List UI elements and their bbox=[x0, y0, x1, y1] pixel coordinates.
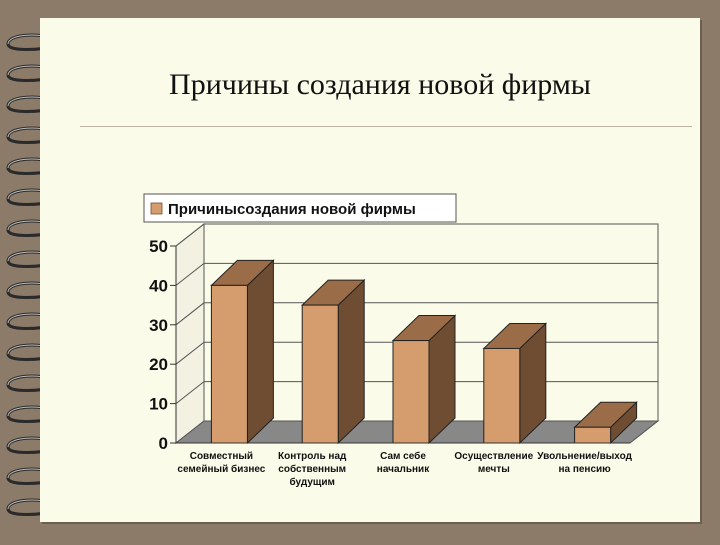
legend-swatch bbox=[150, 202, 163, 215]
bar bbox=[210, 284, 248, 444]
x-tick-label: Сам себе начальник bbox=[377, 450, 430, 475]
y-tick-label: 20 bbox=[149, 355, 168, 374]
y-tick-label: 10 bbox=[149, 395, 168, 414]
x-tick-label: Контроль над собственным будущим bbox=[278, 451, 347, 488]
legend-box bbox=[143, 193, 457, 223]
bar-side bbox=[337, 278, 365, 445]
gridline bbox=[175, 262, 658, 286]
bar bbox=[574, 426, 612, 444]
chart-side-wall bbox=[175, 222, 205, 445]
legend-label: Причинысоздания новой фирмы bbox=[168, 201, 416, 218]
y-tick-label: 50 bbox=[149, 237, 168, 256]
x-tick-label: Увольнение/выход на пенсию bbox=[537, 451, 632, 475]
bar bbox=[392, 340, 430, 444]
bar-side bbox=[246, 259, 274, 445]
y-tick-label: 0 bbox=[159, 434, 168, 453]
x-tick-label: Совместный семейный бизнес bbox=[177, 451, 265, 475]
x-tick-label: Осуществление мечты bbox=[454, 451, 533, 475]
gridline bbox=[175, 302, 658, 326]
y-tick-label: 40 bbox=[149, 276, 168, 295]
bar bbox=[483, 347, 521, 444]
chart-legend: Причинысоздания новой фирмы bbox=[143, 193, 457, 223]
slide-title: Причины создания новой фирмы bbox=[169, 68, 591, 101]
y-tick-label: 30 bbox=[149, 316, 168, 335]
gridline bbox=[175, 223, 658, 247]
bar bbox=[301, 304, 339, 444]
title-divider bbox=[80, 126, 692, 127]
